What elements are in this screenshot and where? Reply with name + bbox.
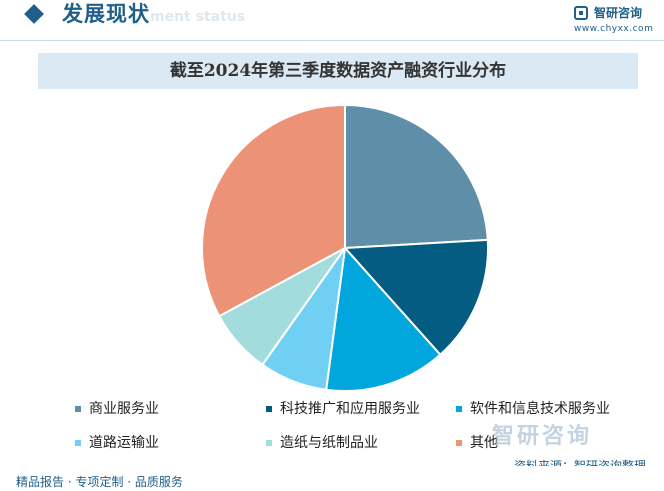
chart-title: 截至2024年第三季度数据资产融资行业分布 [169, 61, 507, 81]
pie-slice-0 [344, 104, 489, 249]
header: 发展现状 ment status 智研咨询 www.chyxx.com [0, 0, 664, 40]
section-title: 发展现状 [62, 2, 150, 26]
brand-logo: 智研咨询 www.chyxx.com [574, 5, 654, 37]
watermark-brand: 智研咨询 [492, 424, 593, 449]
footer-bar [0, 466, 664, 491]
pie-slice-2 [325, 247, 442, 393]
section-subtitle: ment status [150, 9, 246, 25]
pie-slice-5 [201, 104, 346, 318]
footer-slogan: 精品报告 · 专项定制 · 品质服务 [16, 475, 183, 489]
logo-url: www.chyxx.com [574, 24, 654, 34]
logo-name: 智研咨询 [594, 6, 643, 20]
chart-title-band: 截至2024年第三季度数据资产融资行业分布 [38, 53, 638, 89]
header-divider [0, 40, 664, 41]
logo-mark-icon [574, 6, 588, 20]
pie-slice-1 [344, 238, 489, 356]
